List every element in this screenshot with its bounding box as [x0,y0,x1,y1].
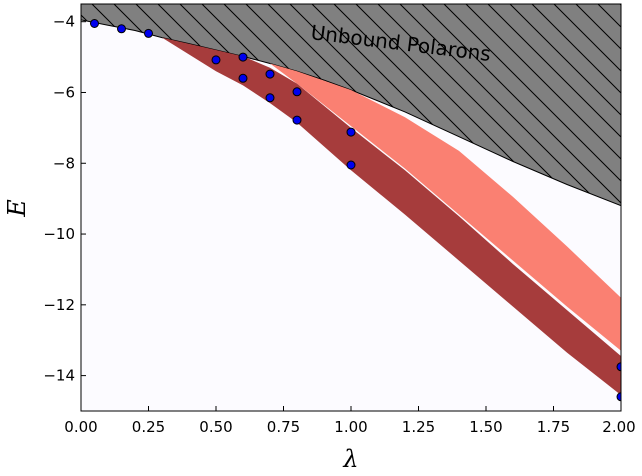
data-point [616,362,621,372]
x-tick-label: 1.75 [537,418,570,436]
x-tick-label: 1.00 [334,418,367,436]
data-points [90,19,621,402]
y-axis-ticks: −14 −12 −10 −8 −6 −4 [43,13,86,385]
x-tick-label: 1.50 [469,418,502,436]
x-tick-label: 0.75 [267,418,300,436]
y-tick-label: −6 [53,83,75,101]
x-tick-label: 0.50 [199,418,232,436]
y-tick-label: −8 [53,154,75,172]
data-point [292,87,302,97]
light-salmon-band [270,63,621,351]
x-axis-title: λ [342,445,358,473]
x-tick-label: 1.25 [402,418,435,436]
x-tick-label: 2.00 [602,418,635,436]
y-tick-label: −14 [43,367,75,385]
x-axis-ticks: 0.00 0.25 0.50 0.75 1.00 1.25 1.50 1.75 2.00 [64,406,636,436]
data-point [265,69,275,79]
data-point [238,73,248,83]
y-tick-label: −10 [43,225,75,243]
y-tick-label: −4 [53,13,75,31]
data-point [144,28,153,38]
unbound-region-hatching [81,4,621,206]
data-point [346,127,356,137]
data-point [238,52,248,62]
data-point [117,24,126,34]
data-point [292,115,302,125]
x-tick-label: 0.00 [64,418,97,436]
data-point [616,392,621,402]
y-tick-label: −12 [43,296,75,314]
y-axis-title: E [3,199,31,218]
data-point [265,93,275,103]
data-point [211,55,221,65]
data-point [346,160,356,170]
x-tick-label: 0.25 [132,418,165,436]
data-point [90,19,99,28]
